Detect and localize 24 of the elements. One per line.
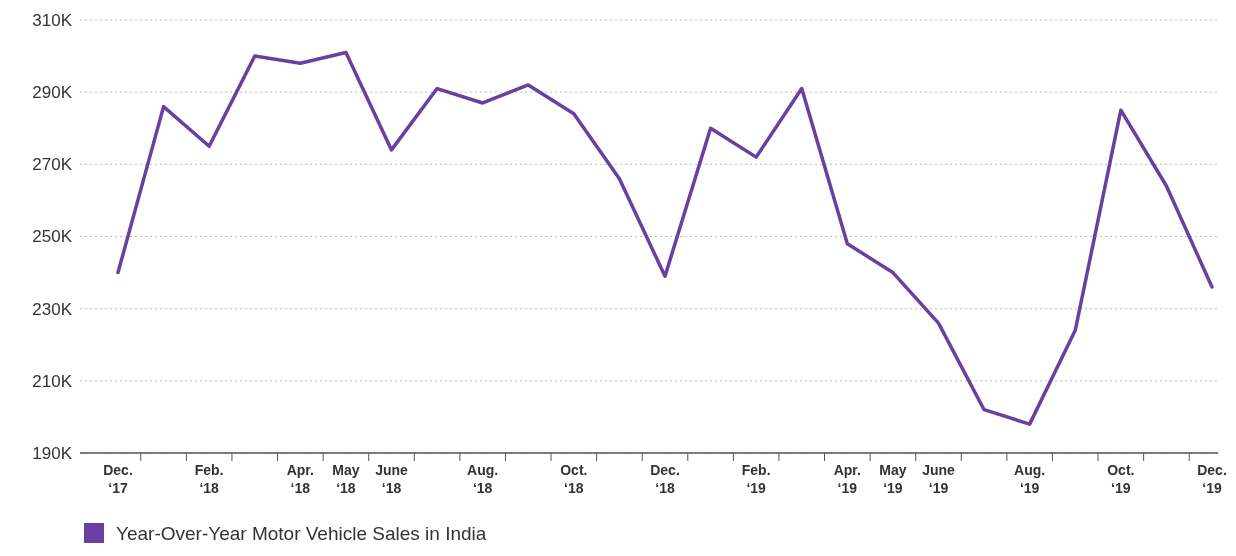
legend-label: Year-Over-Year Motor Vehicle Sales in India bbox=[116, 522, 487, 544]
x-tick-label: June ‘18 bbox=[375, 462, 409, 497]
y-tick-label: 290K bbox=[32, 83, 73, 103]
x-tick-label: Dec. ‘19 bbox=[1197, 462, 1227, 497]
x-tick-label: May ‘19 bbox=[879, 462, 907, 497]
x-tick-label: Oct. ‘19 bbox=[1107, 462, 1135, 497]
x-tick-label: Apr. ‘19 bbox=[833, 462, 861, 497]
x-tick-label: Oct. ‘18 bbox=[560, 462, 588, 497]
x-tick-label: May ‘18 bbox=[332, 462, 360, 497]
y-tick-label: 190K bbox=[32, 443, 73, 463]
x-tick-label: Aug. ‘18 bbox=[467, 462, 499, 497]
line-series bbox=[116, 50, 1214, 426]
y-tick-label: 230K bbox=[32, 299, 73, 319]
y-tick-label: 210K bbox=[32, 371, 73, 391]
y-tick-label: 310K bbox=[32, 10, 73, 30]
y-tick-label: 250K bbox=[32, 227, 73, 247]
x-tick-label: Aug. ‘19 bbox=[1014, 462, 1046, 497]
x-tick-label: June ‘19 bbox=[922, 462, 956, 497]
x-tick-label: Dec. ‘17 bbox=[103, 462, 133, 497]
x-tick-label: Dec. ‘18 bbox=[650, 462, 680, 497]
y-tick-label: 270K bbox=[32, 155, 73, 175]
x-tick-label: Apr. ‘18 bbox=[286, 462, 314, 497]
x-tick-label: Feb. ‘18 bbox=[194, 462, 224, 497]
x-tick-label: Feb. ‘19 bbox=[741, 462, 771, 497]
